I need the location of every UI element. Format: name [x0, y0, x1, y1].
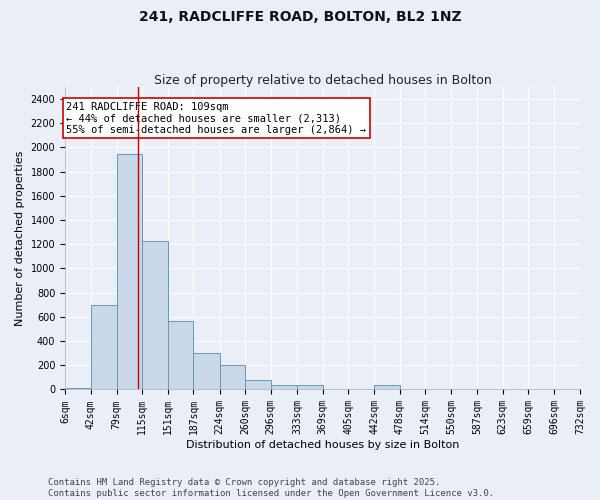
Text: 241 RADCLIFFE ROAD: 109sqm
← 44% of detached houses are smaller (2,313)
55% of s: 241 RADCLIFFE ROAD: 109sqm ← 44% of deta…	[67, 102, 367, 134]
Bar	[297, 385, 323, 390]
Bar	[193, 353, 220, 390]
Bar	[220, 366, 245, 390]
Y-axis label: Number of detached properties: Number of detached properties	[15, 150, 25, 326]
Bar	[91, 305, 117, 390]
Bar	[168, 320, 193, 390]
Title: Size of property relative to detached houses in Bolton: Size of property relative to detached ho…	[154, 74, 491, 87]
Bar	[65, 388, 91, 390]
Bar	[271, 384, 297, 390]
Text: Contains HM Land Registry data © Crown copyright and database right 2025.
Contai: Contains HM Land Registry data © Crown c…	[48, 478, 494, 498]
Bar	[142, 240, 168, 390]
X-axis label: Distribution of detached houses by size in Bolton: Distribution of detached houses by size …	[186, 440, 459, 450]
Bar	[117, 154, 142, 390]
Text: 241, RADCLIFFE ROAD, BOLTON, BL2 1NZ: 241, RADCLIFFE ROAD, BOLTON, BL2 1NZ	[139, 10, 461, 24]
Bar	[374, 385, 400, 390]
Bar	[245, 380, 271, 390]
